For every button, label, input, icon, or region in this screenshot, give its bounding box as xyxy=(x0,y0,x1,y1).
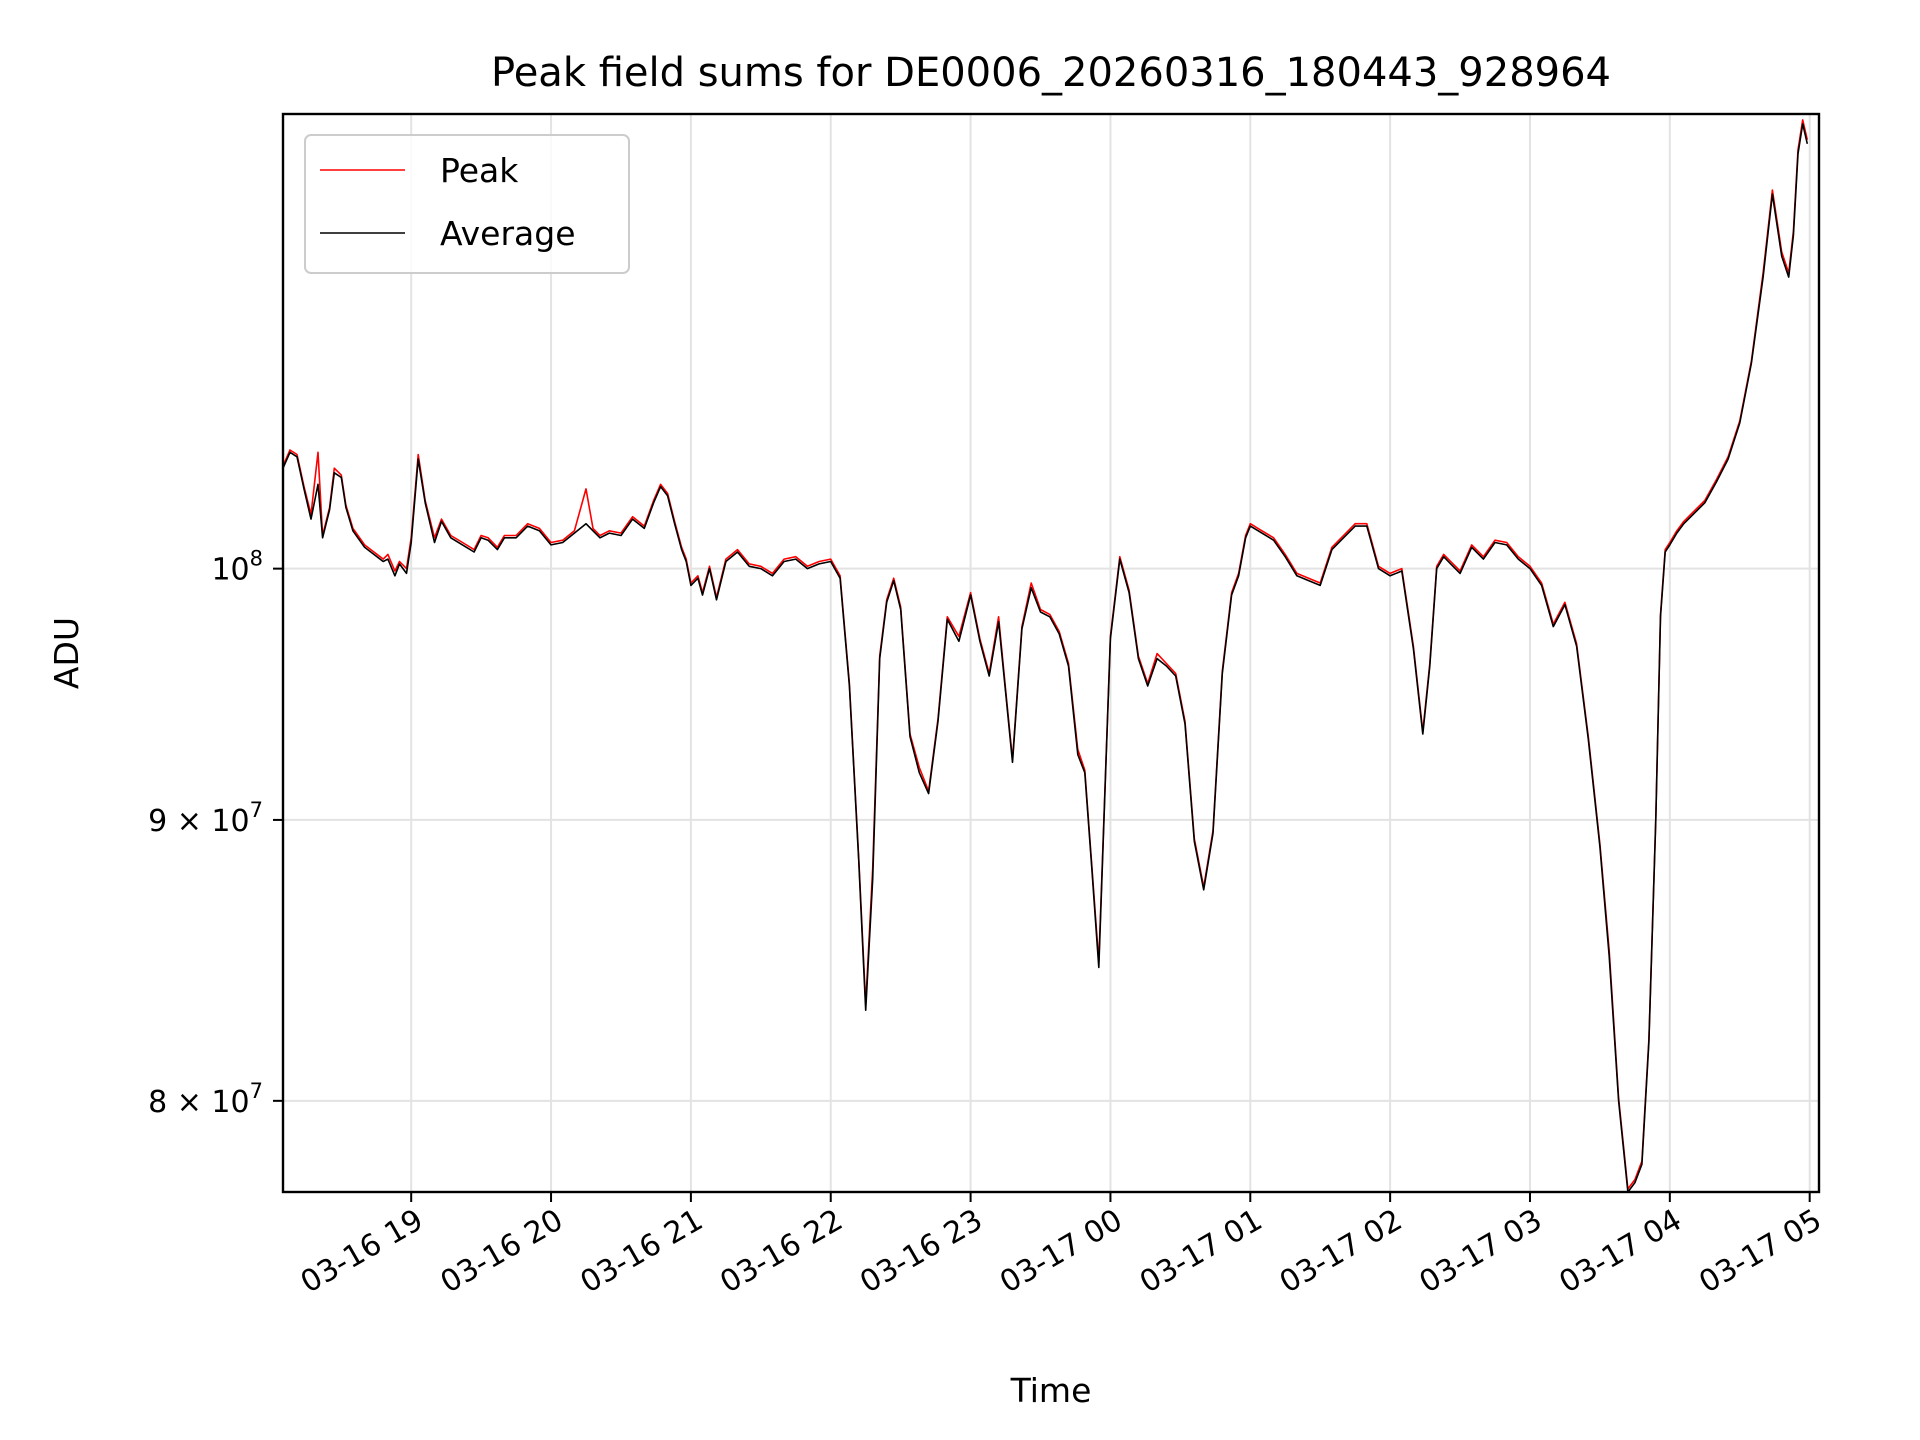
y-axis-label: ADU xyxy=(47,617,86,689)
y-tick-label: 108 xyxy=(211,547,263,588)
plot-frame xyxy=(281,112,1821,1194)
chart-title: Peak field sums for DE0006_20260316_1804… xyxy=(491,50,1611,96)
y-tick-label: 9 × 107 xyxy=(148,798,263,839)
x-axis-label: Time xyxy=(1010,1371,1092,1410)
grid-lines xyxy=(283,114,1819,1192)
legend: Peak Average xyxy=(304,134,630,274)
legend-label-average: Average xyxy=(440,214,576,253)
series-lines xyxy=(282,119,1809,1193)
y-tick-label: 8 × 107 xyxy=(148,1079,263,1120)
series-line-average xyxy=(282,123,1809,1193)
legend-label-peak: Peak xyxy=(440,151,519,190)
